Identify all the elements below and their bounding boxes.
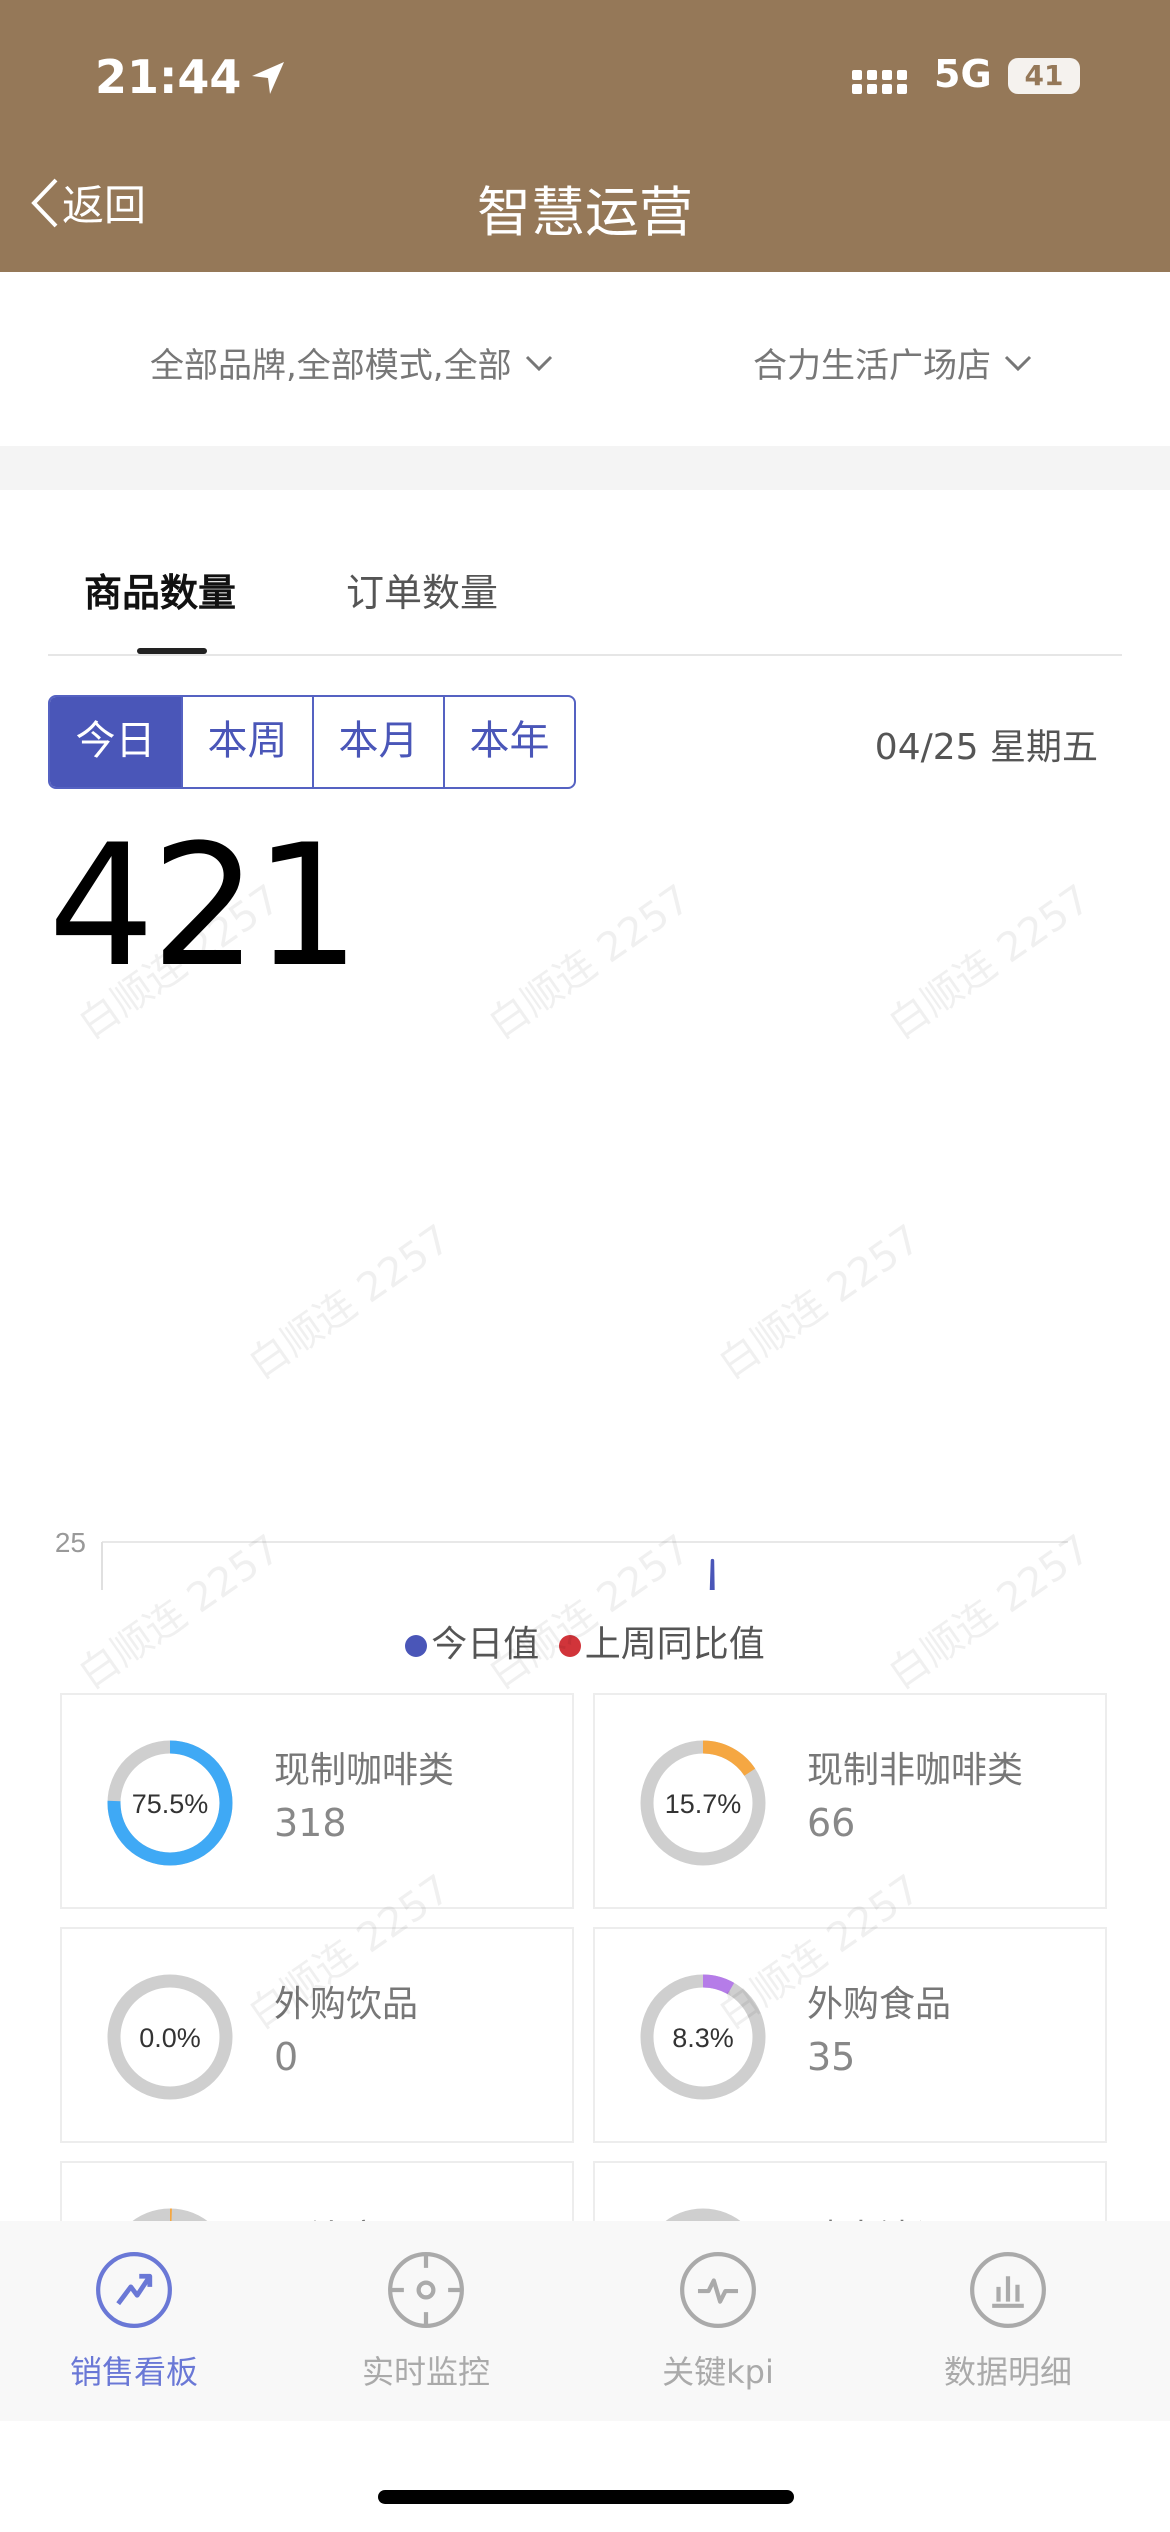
donut-fill: [107, 2208, 233, 2334]
category-value: 0: [274, 2035, 299, 2079]
bottom-tab-bar: 销售看板 实时监控 关键kpi 数据明细: [0, 2221, 1170, 2421]
tab-order-count[interactable]: 订单数量: [346, 571, 499, 615]
store-filter[interactable]: 合力生活广场店: [753, 338, 1033, 387]
tab-bar-chart[interactable]: 数据明细: [888, 2251, 1128, 2393]
tab-trend-up[interactable]: 销售看板: [14, 2251, 254, 2393]
pulse-icon: [680, 2252, 756, 2328]
trend-up-icon: [96, 2252, 172, 2328]
category-label: 外购食品: [807, 1984, 952, 2025]
chart-legend: 今日值 上周同比值: [0, 1615, 1170, 1667]
donut-fill: [640, 1740, 766, 1866]
store-filter-label: 合力生活广场店: [753, 346, 991, 386]
chevron-down-icon: [525, 355, 552, 371]
category-value: 35: [807, 2035, 856, 2079]
status-time: 21:44: [95, 50, 242, 104]
tab-pulse[interactable]: 关键kpi: [598, 2251, 838, 2393]
brand-filter[interactable]: 全部品牌,全部模式,全部: [150, 338, 554, 387]
category-label: 现制咖啡类: [274, 1750, 455, 1791]
donut-chart: 8.3%: [640, 1974, 766, 2100]
category-label: 现制非咖啡类: [807, 1750, 1024, 1791]
period-today[interactable]: 今日: [50, 697, 181, 787]
battery-icon: 41: [1008, 58, 1080, 94]
home-area: [0, 2421, 1170, 2532]
donut-percent: 75.5%: [132, 1789, 209, 1819]
y-tick-label: 25: [55, 1527, 86, 1558]
category-card[interactable]: 75.5% 现制咖啡类 318: [60, 1693, 574, 1909]
tab-label: 实时监控: [361, 2353, 490, 2391]
category-label: 外购饮品: [274, 1984, 419, 2025]
total-count: 421: [48, 808, 361, 1004]
page-title: 智慧运营: [477, 181, 693, 244]
donut-track: [107, 1974, 233, 2100]
home-indicator[interactable]: [378, 2490, 794, 2504]
series-line-today: [709, 1558, 715, 1590]
category-value: 318: [274, 1801, 347, 1845]
period-week[interactable]: 本周: [181, 697, 312, 787]
legend-dot-lastweek: [558, 1635, 581, 1657]
signal-icon: [852, 70, 907, 94]
donut-chart: 75.5%: [107, 1740, 233, 1866]
donut-percent: 0.0%: [139, 2023, 201, 2053]
donut-chart: 15.7%: [640, 1740, 766, 1866]
donut-fill: [107, 1740, 233, 1866]
brand-filter-label: 全部品牌,全部模式,全部: [150, 346, 512, 386]
filter-bar: 全部品牌,全部模式,全部 合力生活广场店: [0, 272, 1170, 446]
legend-today: 今日值: [431, 1624, 540, 1665]
network-type: 5G: [934, 52, 992, 96]
category-card[interactable]: 15.7% 现制非咖啡类 66: [593, 1693, 1107, 1909]
bar-chart-icon: [970, 2252, 1046, 2328]
tab-label: 数据明细: [943, 2353, 1072, 2391]
main-card: 商品数量 订单数量 今日 本周 本月 本年 04/25 星期五 421 5101…: [0, 490, 1170, 2377]
category-card[interactable]: 8.3% 外购食品 35: [593, 1927, 1107, 2143]
period-selector: 今日 本周 本月 本年: [48, 695, 576, 789]
donut-fill: [640, 1974, 766, 2100]
active-tab-indicator: [137, 648, 207, 654]
current-date: 04/25 星期五: [874, 727, 1098, 768]
location-arrow-icon: [252, 62, 284, 94]
tab-divider: [48, 654, 1122, 656]
tab-product-count[interactable]: 商品数量: [84, 571, 237, 615]
category-card[interactable]: 0.0% 外购饮品 0: [60, 1927, 574, 2143]
chevron-left-icon: [31, 178, 58, 227]
tab-label: 关键kpi: [662, 2353, 774, 2391]
period-year[interactable]: 本年: [443, 697, 574, 787]
header: 21:44 5G 41 返回 智慧运营: [0, 0, 1170, 272]
period-month[interactable]: 本月: [312, 697, 443, 787]
donut-percent: 8.3%: [672, 2023, 734, 2053]
back-label: 返回: [62, 181, 147, 230]
legend-lastweek: 上周同比值: [584, 1624, 765, 1665]
tab-target[interactable]: 实时监控: [306, 2251, 546, 2393]
donut-chart: 0.0%: [107, 1974, 233, 2100]
back-button[interactable]: 返回: [28, 172, 146, 233]
target-icon: [388, 2252, 464, 2328]
line-chart: 51015202500:0003:0006:0009:0012:0015:001…: [55, 1527, 1068, 1590]
chevron-down-icon: [1004, 355, 1032, 371]
category-value: 66: [807, 1801, 856, 1845]
legend-dot-today: [405, 1635, 428, 1657]
donut-percent: 15.7%: [665, 1789, 742, 1819]
tab-label: 销售看板: [69, 2353, 198, 2391]
